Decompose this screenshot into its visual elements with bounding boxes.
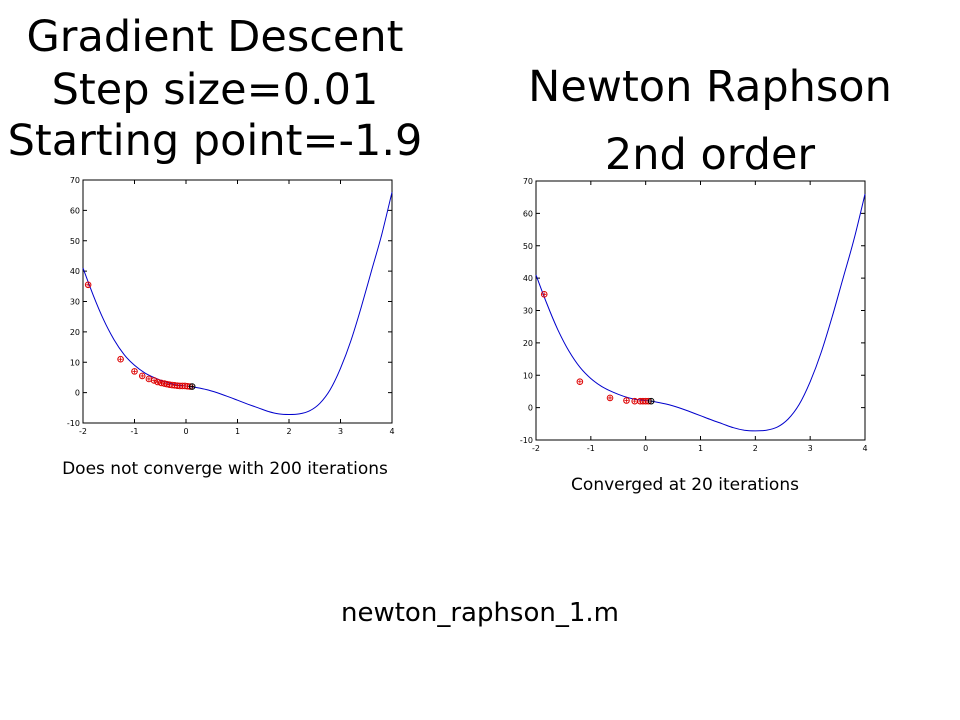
y-tick-label: 40 xyxy=(523,274,533,283)
iterate-cross xyxy=(190,384,195,389)
final-iterate-marker xyxy=(647,397,655,405)
y-tick-label: 50 xyxy=(523,242,533,251)
y-tick-label: 20 xyxy=(70,328,80,337)
y-tick-label: 0 xyxy=(75,389,80,398)
x-tick-label: 4 xyxy=(862,444,867,453)
iterate-cross xyxy=(608,395,613,400)
left-title-line3: Starting point=-1.9 xyxy=(7,116,423,166)
right-title-line1: Newton Raphson xyxy=(528,62,892,112)
iterate-cross xyxy=(577,379,582,384)
iterate-marker xyxy=(576,378,584,386)
iterate-marker xyxy=(540,291,548,298)
axes-box xyxy=(535,180,866,441)
y-tick-label: 10 xyxy=(70,358,80,367)
x-tick-label: -2 xyxy=(79,427,87,436)
x-tick-label: -1 xyxy=(587,444,595,453)
y-tick-label: 70 xyxy=(523,177,533,186)
y-tick-label: 50 xyxy=(70,237,80,246)
filename-label: newton_raphson_1.m xyxy=(341,598,619,628)
x-tick-label: -1 xyxy=(131,427,139,436)
x-tick-label: 3 xyxy=(338,427,343,436)
y-tick-label: 30 xyxy=(70,298,80,307)
y-tick-label: 70 xyxy=(70,176,80,185)
x-tick-label: 1 xyxy=(235,427,240,436)
iterate-cross xyxy=(632,399,637,404)
right-title-line2: 2nd order xyxy=(604,130,816,180)
x-tick-label: -2 xyxy=(532,444,540,453)
y-tick-label: 20 xyxy=(523,339,533,348)
y-tick-label: 60 xyxy=(70,206,80,215)
y-tick-label: 40 xyxy=(70,267,80,276)
iterate-marker xyxy=(138,372,146,380)
y-tick-label: 10 xyxy=(523,371,533,380)
iterate-cross xyxy=(624,398,629,403)
iterate-cross xyxy=(140,373,145,378)
iterate-cross xyxy=(118,357,123,362)
y-tick-label: -10 xyxy=(520,436,533,445)
iterate-marker xyxy=(84,281,92,289)
x-tick-label: 0 xyxy=(643,444,648,453)
x-tick-label: 2 xyxy=(753,444,758,453)
iterate-cross xyxy=(649,399,654,404)
iterate-cross xyxy=(86,282,91,287)
final-iterate-marker xyxy=(188,383,196,390)
iterate-marker xyxy=(606,394,614,402)
iterate-marker xyxy=(623,397,630,404)
function-curve xyxy=(535,193,866,432)
iterate-cross xyxy=(132,369,137,374)
iterate-cross xyxy=(542,292,547,297)
x-tick-label: 2 xyxy=(286,427,291,436)
x-tick-label: 1 xyxy=(698,444,703,453)
left-title-line1: Gradient Descent xyxy=(26,12,404,62)
iterate-cross xyxy=(146,376,151,381)
y-tick-label: 30 xyxy=(523,307,533,316)
function-curve xyxy=(82,192,393,416)
x-tick-label: 0 xyxy=(183,427,188,436)
iterate-marker xyxy=(154,378,161,386)
x-tick-label: 4 xyxy=(389,427,394,436)
y-tick-label: -10 xyxy=(67,419,80,428)
left-caption: Does not converge with 200 iterations xyxy=(62,459,388,479)
iterate-marker xyxy=(117,355,124,363)
y-tick-label: 0 xyxy=(528,404,533,413)
x-tick-label: 3 xyxy=(808,444,813,453)
left-title-line2: Step size=0.01 xyxy=(51,65,379,115)
right-caption: Converged at 20 iterations xyxy=(571,475,799,495)
iterate-marker xyxy=(131,368,138,375)
iterate-marker xyxy=(150,377,158,384)
y-tick-label: 60 xyxy=(523,209,533,218)
axes-box xyxy=(82,179,393,424)
